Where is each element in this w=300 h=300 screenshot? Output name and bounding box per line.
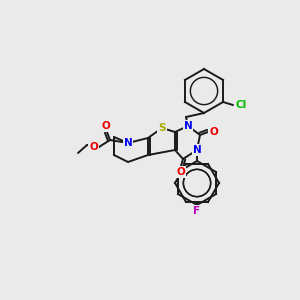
Text: O: O [177, 167, 185, 177]
Text: O: O [102, 121, 110, 131]
Text: N: N [124, 138, 132, 148]
Text: S: S [158, 123, 166, 133]
Text: N: N [193, 145, 201, 155]
Text: Cl: Cl [235, 100, 246, 110]
Text: O: O [209, 127, 218, 137]
Text: F: F [194, 206, 201, 216]
Text: O: O [89, 142, 98, 152]
Text: N: N [184, 121, 192, 131]
